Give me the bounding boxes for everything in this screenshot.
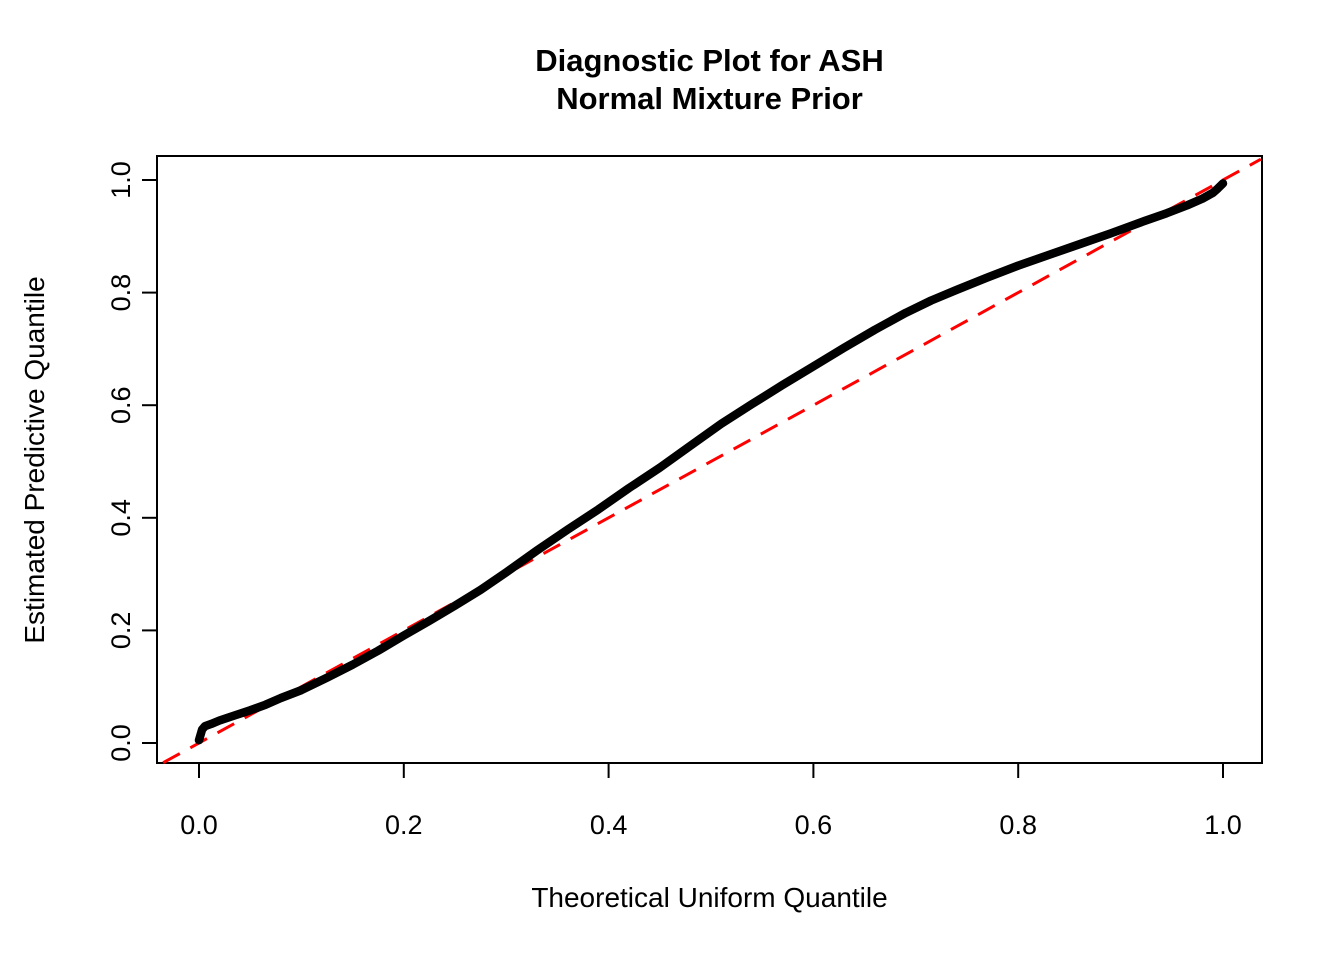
- x-tick-label: 0.6: [795, 810, 833, 840]
- y-tick-label: 0.6: [106, 386, 136, 424]
- y-tick-label: 0.2: [106, 612, 136, 650]
- y-tick-label: 0.8: [106, 274, 136, 312]
- y-axis-label: Estimated Predictive Quantile: [19, 276, 50, 643]
- x-tick-label: 1.0: [1204, 810, 1242, 840]
- y-tick-label: 1.0: [106, 161, 136, 199]
- x-tick-label: 0.0: [180, 810, 218, 840]
- y-tick-label: 0.4: [106, 499, 136, 537]
- chart-title: Diagnostic Plot for ASH Normal Mixture P…: [157, 42, 1262, 118]
- y-tick-label: 0.0: [106, 724, 136, 762]
- chart-title-line1: Diagnostic Plot for ASH: [535, 43, 884, 78]
- x-tick-label: 0.8: [999, 810, 1037, 840]
- reference-diagonal-line: [162, 157, 1262, 765]
- x-tick-label: 0.4: [590, 810, 628, 840]
- qq-curve: [194, 179, 1228, 745]
- x-axis-label: Theoretical Uniform Quantile: [531, 882, 888, 913]
- chart-title-line2: Normal Mixture Prior: [556, 81, 863, 116]
- x-tick-label: 0.2: [385, 810, 423, 840]
- x-axis-ticks: 0.0 0.2 0.4 0.6 0.8 1.0: [180, 763, 1242, 840]
- plot-box: [156, 155, 1263, 764]
- y-axis-ticks: 0.0 0.2 0.4 0.6 0.8 1.0: [106, 161, 157, 762]
